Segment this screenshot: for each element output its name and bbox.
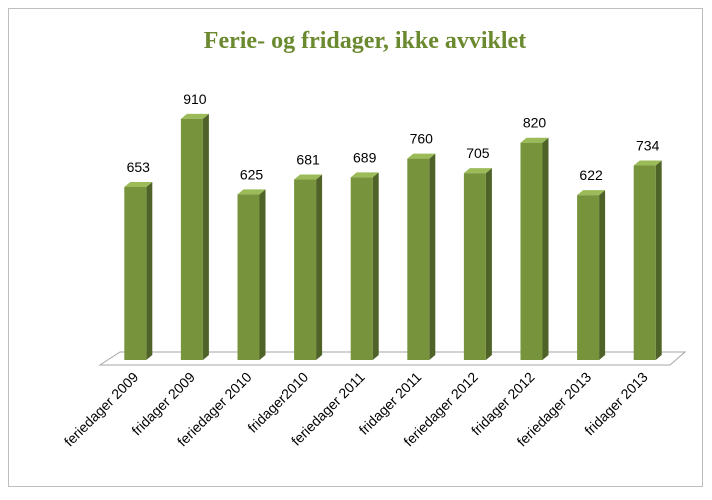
bar-top xyxy=(633,160,662,166)
bar xyxy=(520,137,549,360)
bar-front xyxy=(463,173,486,360)
bar xyxy=(463,168,492,360)
bar xyxy=(180,113,209,360)
bar-side xyxy=(202,113,209,360)
bar-top xyxy=(463,168,492,174)
bar-top xyxy=(180,113,209,119)
bar-top xyxy=(237,189,266,195)
value-label: 760 xyxy=(410,131,434,147)
bar xyxy=(350,172,379,360)
bar xyxy=(237,189,266,360)
bar-front xyxy=(237,194,260,360)
bar-front xyxy=(633,165,656,360)
bar-side xyxy=(316,174,323,360)
bar xyxy=(294,174,323,360)
bar-top xyxy=(577,190,606,196)
value-label: 689 xyxy=(353,149,377,165)
bar-top xyxy=(294,174,323,180)
bar-front xyxy=(180,118,203,360)
bar-side xyxy=(429,153,436,360)
bar-side xyxy=(259,189,266,360)
value-label: 734 xyxy=(636,137,660,153)
value-label: 705 xyxy=(466,145,490,161)
bar-front xyxy=(294,179,317,360)
bar-top xyxy=(407,153,436,159)
chart-title: Ferie- og fridager, ikke avviklet xyxy=(204,28,526,54)
value-label: 910 xyxy=(183,91,207,107)
bar-front xyxy=(350,177,373,360)
bar xyxy=(124,181,153,360)
value-label: 681 xyxy=(296,152,320,168)
value-label: 820 xyxy=(523,115,547,131)
bar-top xyxy=(350,172,379,178)
bar-side xyxy=(372,172,379,360)
bar-front xyxy=(124,186,147,360)
bar xyxy=(577,190,606,360)
bar xyxy=(407,153,436,360)
value-label: 625 xyxy=(240,166,264,182)
bar-front xyxy=(520,142,543,360)
bar-side xyxy=(599,190,606,360)
bar-front xyxy=(577,195,600,360)
bar-side xyxy=(146,181,153,360)
bar-side xyxy=(542,137,549,360)
bar-top xyxy=(520,137,549,143)
bar-top xyxy=(124,181,153,187)
bar-side xyxy=(655,160,662,360)
bar xyxy=(633,160,662,360)
value-label: 653 xyxy=(127,159,151,175)
value-label: 622 xyxy=(579,167,603,183)
bar-front xyxy=(407,158,430,360)
bar-side xyxy=(485,168,492,360)
